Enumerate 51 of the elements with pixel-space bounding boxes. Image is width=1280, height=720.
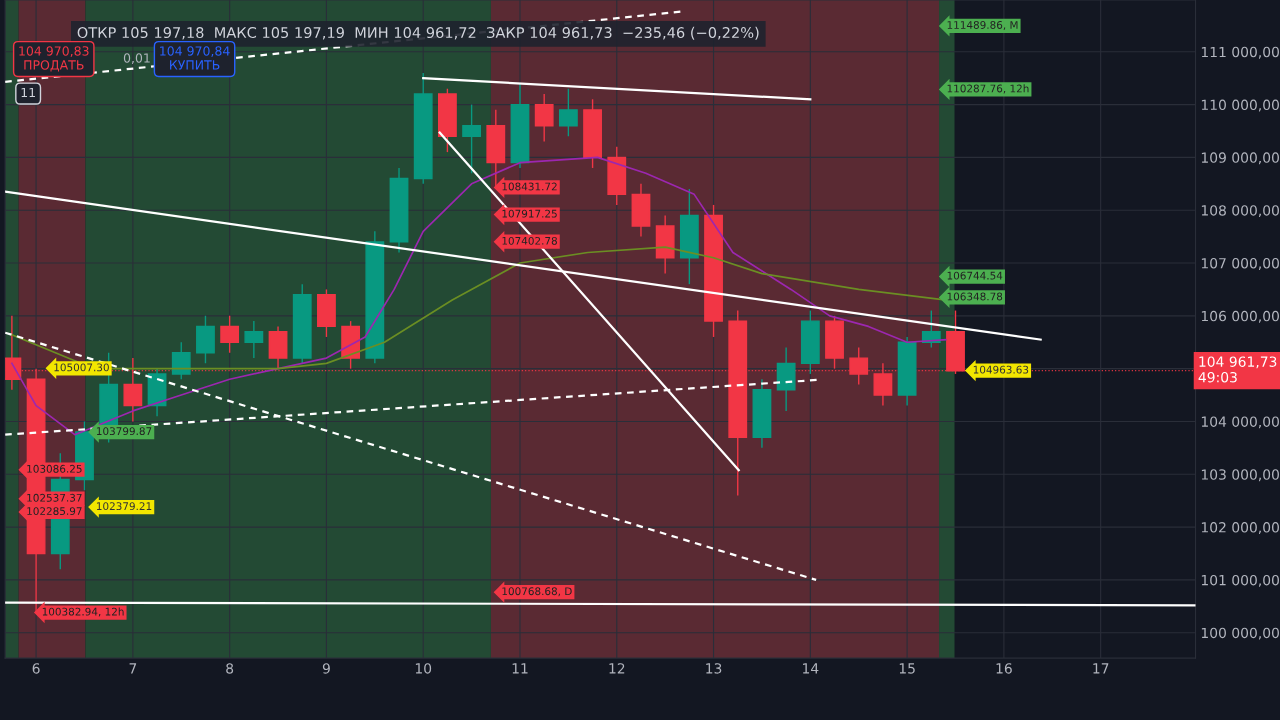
annotation: 111489.86, M xyxy=(947,21,1018,30)
x-tick-label: 14 xyxy=(803,663,819,674)
y-tick-label: 110 000,00 xyxy=(1201,99,1279,112)
candlestick xyxy=(462,103,482,174)
ref-line-label: 104 961,73 49:03 xyxy=(1198,356,1277,383)
x-tick-label: 11 xyxy=(512,663,528,674)
annotation: 106348.78 xyxy=(947,292,1003,301)
y-tick-label: 108 000,00 xyxy=(1201,205,1279,218)
x-tick-label: 7 xyxy=(129,663,137,674)
candlestick xyxy=(220,315,240,354)
x-tick-label: 15 xyxy=(899,663,915,674)
annotation: 100382.94, 12h xyxy=(42,607,124,617)
annotation: 11 xyxy=(21,87,35,98)
y-tick-label: 103 000,00 xyxy=(1201,469,1279,482)
y-tick-label: 101 000,00 xyxy=(1201,574,1279,587)
annotation: 104963.63 xyxy=(973,365,1029,374)
y-tick-label: 100 000,00 xyxy=(1201,627,1279,640)
annotation: 0,01 xyxy=(123,53,150,64)
annotation: 105007.30 xyxy=(54,363,109,372)
candlestick xyxy=(558,88,578,137)
x-tick-label: 16 xyxy=(996,663,1012,674)
annotation: 107402.78 xyxy=(502,236,557,245)
y-tick-label: 107 000,00 xyxy=(1201,257,1279,270)
x-tick-label: 10 xyxy=(415,663,432,674)
x-tick-label: 9 xyxy=(322,663,330,674)
y-tick-label: 109 000,00 xyxy=(1201,152,1279,165)
y-tick-label: 111 000,00 xyxy=(1201,46,1279,59)
annotation: 104 970,84 КУПИТЬ xyxy=(160,46,230,70)
y-tick-label: 104 000,00 xyxy=(1201,416,1279,429)
annotation: 102537.37 xyxy=(27,493,82,502)
y-tick-label: 106 000,00 xyxy=(1201,310,1279,323)
annotation: 103799.87 xyxy=(96,427,152,436)
x-tick-label: 13 xyxy=(706,663,722,674)
annotation: 103086.25 xyxy=(27,464,82,473)
annotation: 104 970,83 ПРОДАТЬ xyxy=(19,46,89,72)
text: ОТКР 105 197,18 МАКС 105 197,19 МИН 104 961,72 ЗАКР 104 961,73 −235,46 (−0,22%) xyxy=(77,26,759,40)
annotation: 110287.76, 12h xyxy=(947,84,1029,94)
x-tick-label: 12 xyxy=(609,663,625,674)
annotation: 107917.25 xyxy=(502,209,557,218)
candlestick xyxy=(171,341,191,380)
candlestick xyxy=(534,93,554,143)
annotation: 100768.68, D xyxy=(502,587,572,597)
annotation: 102379.21 xyxy=(96,502,152,511)
annotation: 108431.72 xyxy=(502,182,557,191)
candlestick xyxy=(244,320,264,359)
annotation: 106744.54 xyxy=(947,271,1003,280)
x-tick-label: 6 xyxy=(32,663,40,674)
y-tick-label: 102 000,00 xyxy=(1201,522,1279,534)
annotation: 102285.97 xyxy=(27,507,82,516)
x-tick-label: 17 xyxy=(1093,663,1109,674)
x-tick-label: 8 xyxy=(226,663,234,674)
